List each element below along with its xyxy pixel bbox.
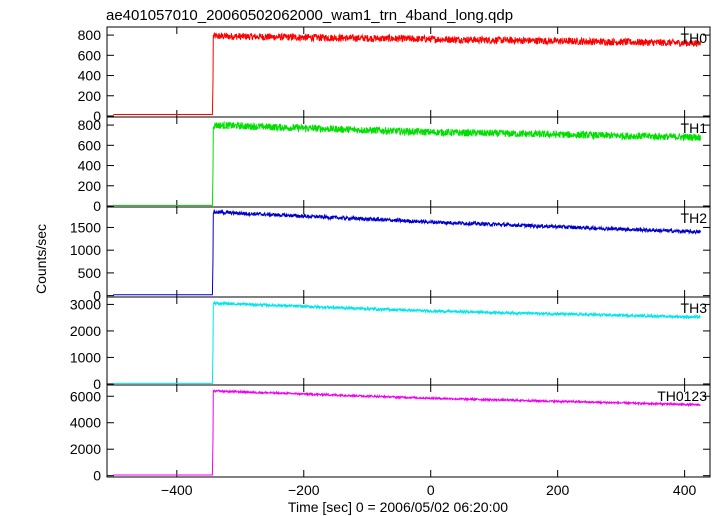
y-tick-label: 200	[78, 88, 102, 104]
x-tick-label: 0	[427, 482, 435, 498]
series-name-label: TH0	[681, 30, 708, 46]
x-axis-label: Time [sec] 0 = 2006/05/02 06:20:00	[288, 499, 508, 515]
y-tick-label: 6000	[70, 388, 101, 404]
panel-th2: 0 500 1000 1500 TH2	[70, 206, 711, 304]
panels-group: 0 200 400 600 800 TH0 0 200 400 600 800 TH1 0 500 1000…	[70, 26, 711, 498]
y-tick-label: 1000	[70, 242, 101, 258]
y-tick-label: 2000	[70, 323, 101, 339]
series-line-th1	[113, 120, 701, 206]
panel-frame	[106, 26, 711, 118]
x-tick-labels: −400 −200 0 200 400	[161, 482, 696, 498]
y-axis-label: Counts/sec	[33, 224, 49, 294]
panel-th1: 0 200 400 600 800 TH1	[78, 116, 711, 214]
panel-th0: 0 200 400 600 800 TH0	[78, 26, 711, 124]
x-tick-label: −200	[288, 482, 320, 498]
y-tick-label: 4000	[70, 415, 101, 431]
series-name-label: TH2	[681, 210, 708, 226]
series-name-label: TH0123	[657, 388, 707, 404]
x-tick-label: −400	[161, 482, 193, 498]
y-tick-label: 1500	[70, 219, 101, 235]
y-tick-label: 0	[93, 376, 101, 392]
y-tick-label: 0	[93, 108, 101, 124]
y-tick-label: 600	[78, 137, 102, 153]
y-tick-label: 500	[78, 265, 102, 281]
y-tick-label: 0	[93, 198, 101, 214]
panel-th0123: 0 2000 4000 6000 TH0123	[70, 384, 711, 484]
y-tick-label: 3000	[70, 296, 101, 312]
y-tick-label: 1000	[70, 349, 101, 365]
y-tick-label: 800	[78, 117, 102, 133]
series-line-th0	[113, 32, 701, 115]
y-tick-label: 2000	[70, 441, 101, 457]
y-tick-label: 0	[93, 288, 101, 304]
x-tick-label: 200	[546, 482, 570, 498]
x-tick-label: 400	[673, 482, 697, 498]
y-tick-label: 400	[78, 158, 102, 174]
y-tick-label: 0	[93, 468, 101, 484]
y-tick-label: 200	[78, 178, 102, 194]
y-tick-label: 800	[78, 27, 102, 43]
chart-title: ae401057010_20060502062000_wam1_trn_4ban…	[106, 7, 513, 24]
series-line-th0123	[113, 388, 701, 476]
panel-frame	[106, 384, 711, 478]
series-line-th2	[113, 208, 701, 296]
y-tick-label: 400	[78, 68, 102, 84]
series-name-label: TH1	[681, 120, 708, 136]
series-name-label: TH3	[681, 300, 708, 316]
y-tick-label: 600	[78, 47, 102, 63]
series-line-th3	[113, 300, 701, 384]
panel-th3: 0 1000 2000 3000 TH3	[70, 296, 711, 392]
